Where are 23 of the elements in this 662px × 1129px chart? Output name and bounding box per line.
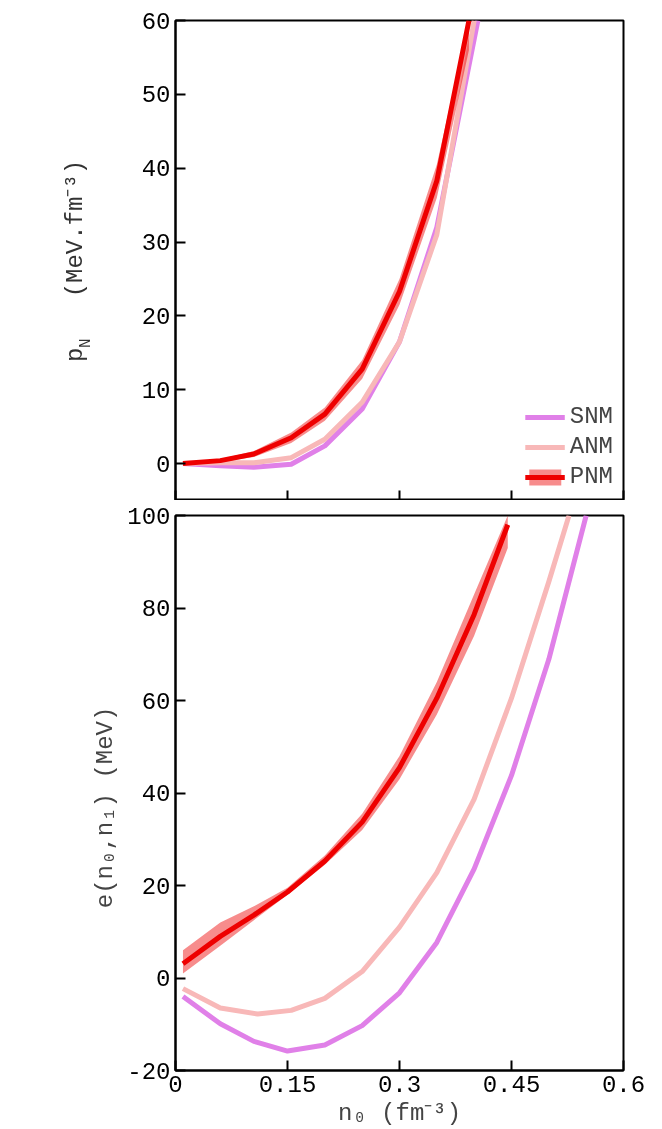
y-tick-label: 60 (141, 8, 171, 36)
legend-label: PNM (569, 463, 613, 490)
x-axis-title: n₀ (fm⁻³) (337, 1099, 462, 1127)
y-tick-label: 20 (141, 303, 171, 331)
legend-label: ANM (569, 433, 613, 460)
text: pN (MeV.fm⁻³) (61, 159, 95, 362)
x-tick-label: 0.6 (601, 1071, 646, 1099)
x-tick-label: 0.45 (482, 1071, 541, 1099)
y-tick-label: 10 (141, 377, 171, 405)
y-tick-label: 0 (156, 451, 171, 479)
y-tick-label: 80 (141, 596, 171, 623)
y-tick-label: 60 (141, 688, 171, 716)
y-tick-label: 40 (141, 156, 171, 184)
y-axis-title: e(n₀,n₁) (MeV) (92, 706, 120, 909)
y-tick-label: 50 (141, 82, 171, 110)
legend-label: SNM (569, 403, 613, 430)
y-tick-label: 40 (141, 781, 171, 808)
y-tick-label: 0 (156, 966, 171, 993)
x-tick-label: 0.15 (258, 1071, 317, 1099)
y-tick-label: 30 (141, 230, 171, 258)
y-tick-label: 20 (141, 873, 171, 901)
x-tick-label: 0.3 (377, 1071, 422, 1099)
y-tick-label: 100 (127, 503, 171, 531)
